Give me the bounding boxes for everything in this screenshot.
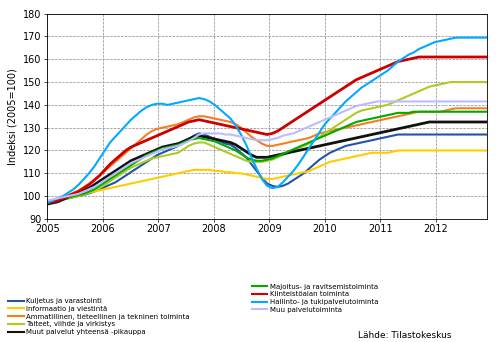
Legend: Majoitus- ja ravitsemistoiminta, Kiinteistöalan toiminta, Hallinto- ja tukipalve: Majoitus- ja ravitsemistoiminta, Kiintei…	[252, 284, 379, 313]
Y-axis label: Indeksi (2005=100): Indeksi (2005=100)	[7, 68, 17, 165]
Text: Lähde: Tilastokeskus: Lähde: Tilastokeskus	[358, 331, 451, 340]
Legend: Kuljetus ja varastointi, Informaatio ja viestintä, Ammatillinen, tieteellinen ja: Kuljetus ja varastointi, Informaatio ja …	[8, 298, 190, 335]
